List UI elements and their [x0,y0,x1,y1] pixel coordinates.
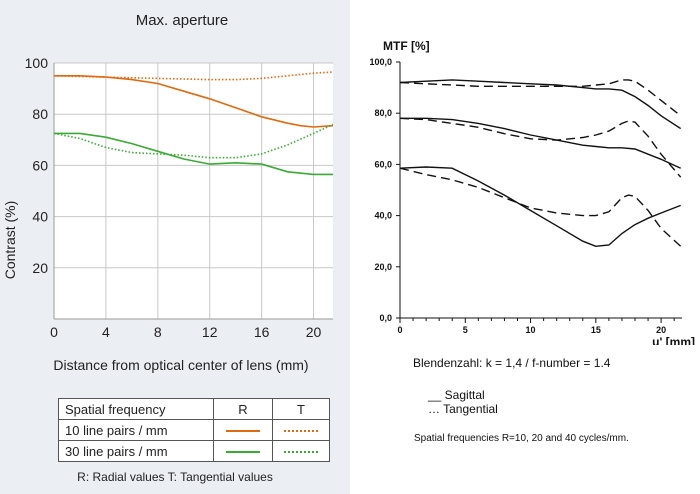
right-x-tick-label: 5 [463,325,468,335]
right-y-tick-label: 0,0 [379,313,392,323]
legend-header-t: T [272,398,330,420]
left-mtf-chart: Max. aperture 20 40 60 80 100 0 4 8 12 16 20 Cont… [2,12,334,373]
left-legend-table: Spatial frequency R T 10 line pairs / mm… [58,398,330,462]
legend-header-r: R [213,398,273,420]
left-x-tick-label: 12 [202,324,218,340]
right-y-tick-label: 20,0 [374,262,392,272]
left-chart-panel: Max. aperture 20 40 60 80 100 0 4 8 12 16 20 Cont… [0,0,350,494]
right-chart-panel: MTF [%] u' [mm] 0,0 20,0 40,0 60,0 80,0 100,0… [350,0,700,494]
legend-sample-10lp-tangential [284,430,318,433]
left-chart-note: R: Radial values T: Tangential values [77,470,273,484]
legend-sample-30lp-radial [226,451,260,454]
right-x-tick-label: 15 [591,325,601,335]
frequency-note: Spatial frequencies R=10, 20 and 40 cycl… [414,433,629,444]
left-series-line-2 [54,132,333,176]
right-y-tick-label: 100,0 [369,57,392,67]
left-y-tick-label: 100 [25,55,49,71]
right-series-line-2 [400,117,681,169]
left-y-tick-label: 60 [32,157,48,173]
right-series-line-4 [399,166,681,248]
right-x-tick-label: 0 [397,325,402,335]
legend-header-row: Spatial frequency R T [58,398,330,420]
right-series-line-5 [399,167,682,247]
left-y-tick-label: 80 [32,106,48,122]
legend-label-10lp: 10 line pairs / mm [58,419,214,441]
right-series-line-1 [399,79,682,117]
left-plot-area [54,63,333,319]
right-series-line-0 [399,79,682,130]
aperture-text: Blendenzahl: k = 1,4 / f-number = 1.4 [413,356,611,370]
left-x-tick-label: 4 [102,324,110,340]
right-mtf-chart: MTF [%] u' [mm] 0,0 20,0 40,0 60,0 80,0 100,0… [369,39,695,345]
left-x-tick-label: 16 [254,324,270,340]
left-x-tick-label: 20 [306,324,322,340]
legend-sagittal: __ Sagittal [428,388,485,402]
legend-row-30lp: 30 line pairs / mm [58,440,330,462]
legend-sample-30lp-tangential [284,451,318,454]
right-x-tick-label: 20 [656,325,666,335]
right-y-tick-label: 80,0 [374,108,392,118]
left-y-axis-label: Contrast (%) [2,201,18,280]
left-y-tick-label: 40 [32,209,48,225]
legend-label-30lp: 30 line pairs / mm [58,440,214,462]
left-series-line-3 [53,123,334,159]
right-x-tick-label: 10 [526,325,536,335]
left-x-tick-label: 0 [50,324,58,340]
left-chart-title: Max. aperture [136,12,229,29]
legend-sample-10lp-radial [226,430,260,433]
legend-header-label: Spatial frequency [58,398,214,420]
left-x-tick-label: 8 [154,324,162,340]
left-series-line-0 [54,75,334,128]
left-x-axis-label: Distance from optical center of lens (mm… [53,357,308,373]
right-y-tick-label: 40,0 [374,211,392,221]
legend-tangential: … Tangential [428,402,498,416]
right-y-tick-label: 60,0 [374,159,392,169]
right-x-axis-label: u' [mm] [652,335,695,345]
legend-row-10lp: 10 line pairs / mm [58,419,330,441]
left-y-tick-label: 20 [32,260,48,276]
right-y-axis-label: MTF [%] [383,39,430,53]
